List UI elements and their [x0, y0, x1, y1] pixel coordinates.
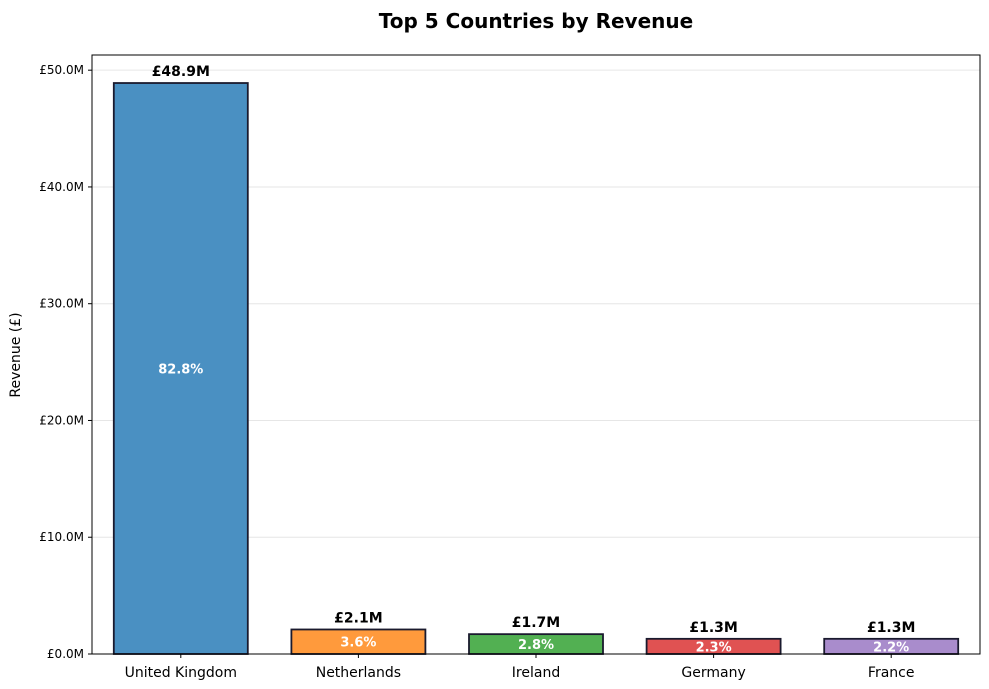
bars: [112, 82, 960, 655]
y-tick-label: £40.0M: [39, 180, 84, 194]
x-tick-label: France: [868, 665, 915, 681]
chart-title: Top 5 Countries by Revenue: [379, 9, 693, 33]
y-tick-label: £30.0M: [39, 297, 84, 311]
x-tick-label: Germany: [681, 665, 745, 681]
y-tick-label: £50.0M: [39, 63, 84, 77]
x-tick-label: Ireland: [512, 665, 560, 681]
y-axis-label: Revenue (£): [8, 312, 24, 397]
axes: £0.0M £10.0M £20.0M £30.0M £40.0M £50.0M Unite…: [39, 54, 981, 681]
value-label: £2.1M: [334, 610, 382, 626]
y-tick-label: £20.0M: [39, 413, 84, 427]
percent-label: 2.8%: [518, 638, 554, 653]
y-tick-label: £0.0M: [47, 647, 84, 661]
data-labels: £48.9M 82.8% £2.1M 3.6% £1.7M 2.8% £1.3M 2.3% £1…: [152, 64, 916, 655]
value-label: £1.3M: [867, 620, 915, 636]
percent-label: 82.8%: [158, 363, 203, 378]
y-tick-label: £10.0M: [39, 530, 84, 544]
x-tick-label: United Kingdom: [125, 665, 237, 681]
percent-label: 3.6%: [340, 636, 376, 651]
value-label: £48.9M: [152, 64, 210, 80]
value-label: £1.3M: [689, 620, 737, 636]
x-tick-label: Netherlands: [316, 665, 401, 681]
percent-label: 2.3%: [696, 640, 732, 655]
value-label: £1.7M: [512, 615, 560, 631]
plot-frame: [91, 54, 981, 655]
percent-label: 2.2%: [873, 640, 909, 655]
bar: [112, 82, 249, 655]
